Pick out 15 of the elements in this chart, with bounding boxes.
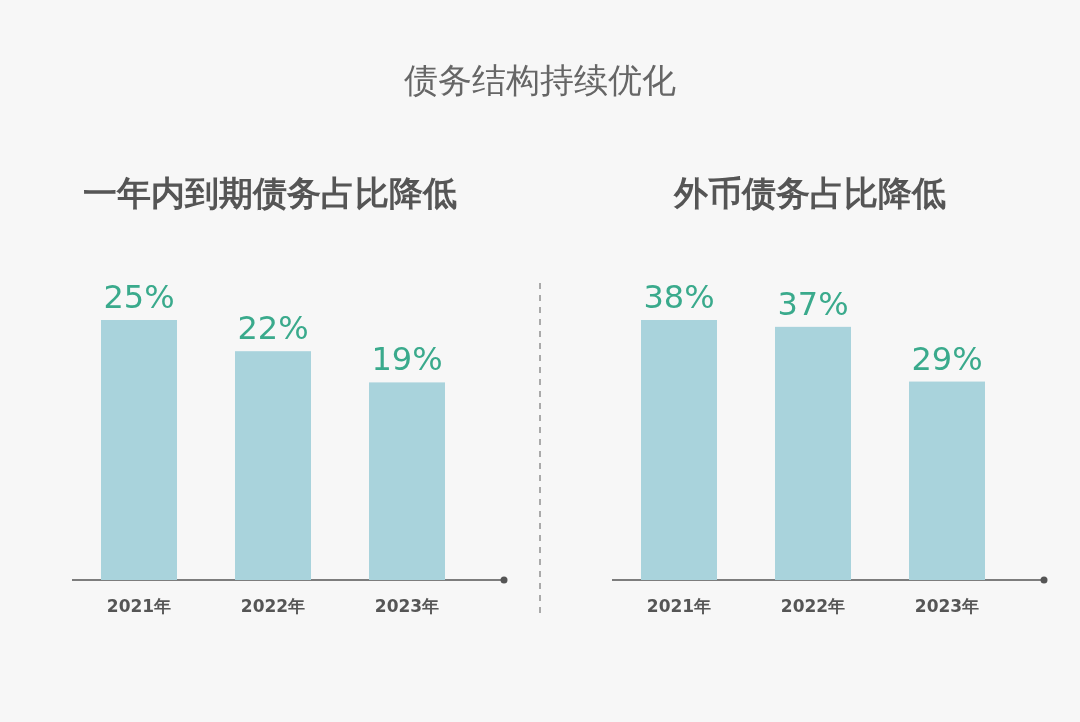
data-label: 19% <box>371 340 443 379</box>
text: 债务结构持续优化 <box>404 60 676 100</box>
data-label: 29% <box>911 339 983 378</box>
data-label: 38% <box>643 278 715 316</box>
x-tick-label: 2023年 <box>914 596 980 616</box>
x-tick-label: 2022年 <box>240 596 306 616</box>
data-label: 22% <box>237 309 309 348</box>
x-tick-label: 2021年 <box>646 596 712 616</box>
x-tick-label: 2023年 <box>374 596 440 616</box>
chart-title: 一年内到期债务占比降低 <box>83 173 457 213</box>
x-tick-label: 2021年 <box>106 596 172 616</box>
data-label: 37% <box>777 284 849 323</box>
data-label: 25% <box>103 278 175 316</box>
chart-title: 外币债务占比降低 <box>673 173 946 213</box>
x-tick-label: 2022年 <box>780 596 846 616</box>
